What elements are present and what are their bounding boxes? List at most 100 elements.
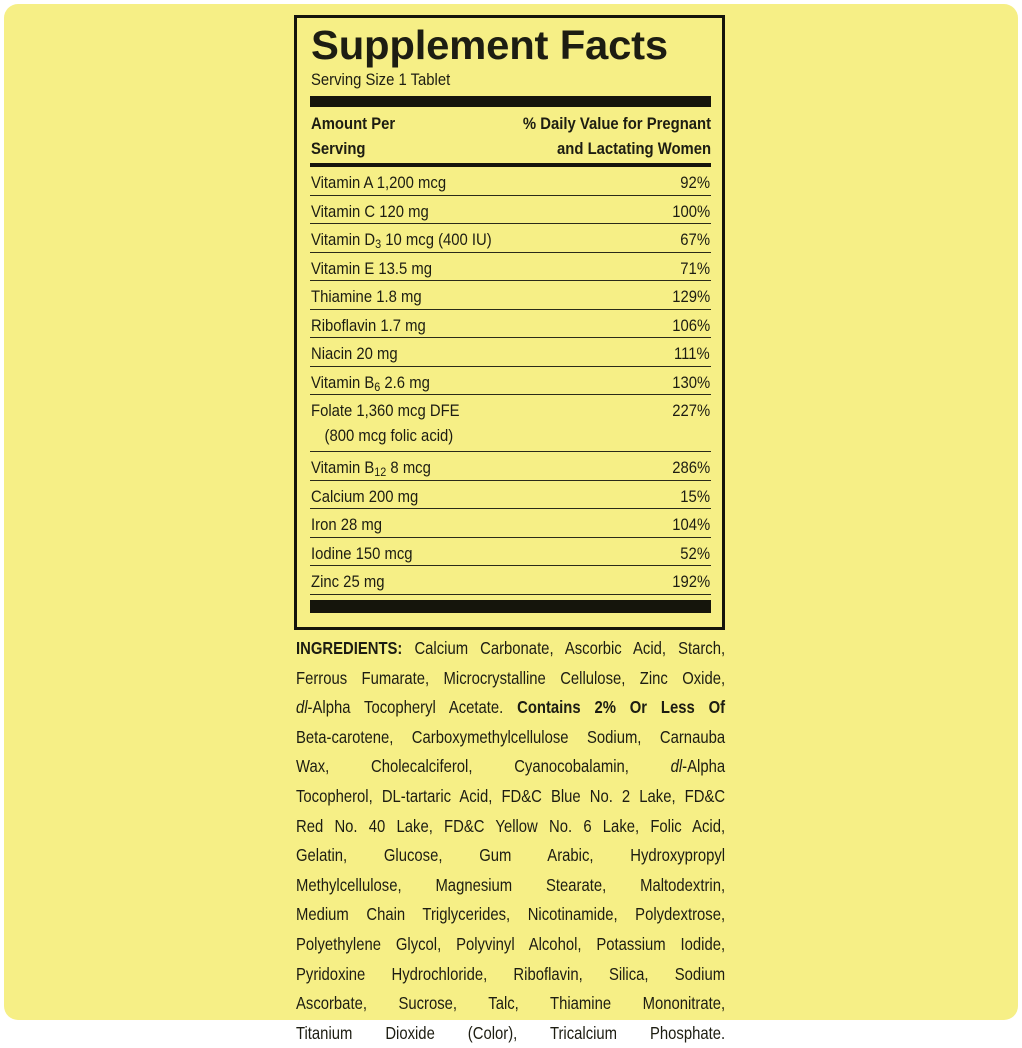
nutrient-name: Vitamin D3 10 mcg (400 IU) (311, 228, 492, 253)
nutrient-name: Iodine 150 mcg (311, 542, 413, 567)
daily-value-percent: 100% (672, 202, 710, 221)
ingredients-line: INGREDIENTS: Calcium Carbonate, Ascorbic… (296, 634, 725, 664)
daily-value-percent: 52% (680, 544, 710, 563)
ingredients-line: Wax, Cholecalciferol, Cyanocobalamin, dl… (296, 752, 725, 782)
nutrient-name-text: Calcium 200 mg (311, 487, 419, 506)
nutrient-row: Zinc 25 mg 192% (310, 566, 711, 595)
daily-value-percent: 67% (680, 231, 710, 249)
ingredients-text-segment: Gelatin, Glucose, Gum Arabic, Hydroxypro… (296, 845, 726, 866)
nutrient-name-text: Vitamin E 13.5 mg (311, 259, 433, 278)
nutrient-name-text: Zinc 25 mg (311, 573, 385, 591)
nutrient-name-text: Riboflavin 1.7 mg (311, 316, 426, 335)
nutrient-name: Vitamin B12 8 mcg (311, 456, 431, 481)
ingredients-line: dl-Alpha Tocopheryl Acetate. Contains 2%… (296, 693, 725, 723)
nutrient-row: Thiamine 1.8 mg 129% (310, 281, 711, 310)
nutrient-name: Zinc 25 mg (311, 570, 384, 595)
nutrient-row: Vitamin B6 2.6 mg 130% (310, 367, 711, 395)
nutrient-name: Vitamin E 13.5 mg (311, 257, 432, 282)
nutrient-name: Vitamin A 1,200 mcg (311, 171, 446, 196)
ingredients-italic-text: dl (296, 697, 308, 718)
ingredients-text: INGREDIENTS: Calcium Carbonate, Ascorbic… (296, 634, 725, 1048)
nutrient-name-text: Vitamin B (311, 373, 375, 392)
daily-value-percent: 129% (672, 288, 710, 306)
daily-value-percent: 104% (672, 516, 710, 534)
subscript: 12 (374, 465, 387, 479)
ingredients-line: Beta-carotene, Carboxymethylcellulose So… (296, 723, 725, 753)
nutrient-row: Vitamin E 13.5 mg 71% (310, 253, 711, 282)
daily-value-percent: 192% (672, 573, 710, 591)
ingredients-text-segment: Polyethylene Glycol, Polyvinyl Alcohol, … (296, 933, 726, 954)
ingredients-text-segment: Medium Chain Triglycerides, Nicotinamide… (296, 904, 726, 925)
nutrient-row: Vitamin A 1,200 mcg 92% (310, 167, 711, 196)
header-left-line: Amount Per (311, 115, 396, 133)
ingredients-text-segment: Red No. 40 Lake, FD&C Yellow No. 6 Lake,… (296, 815, 726, 836)
nutrient-row: Calcium 200 mg 15% (310, 481, 711, 509)
ingredients-line: Tocopherol, DL-tartaric Acid, FD&C Blue … (296, 782, 725, 812)
nutrient-name-text: Vitamin D (311, 231, 376, 249)
ingredients-line: Pyridoxine Hydrochloride, Riboflavin, Si… (296, 960, 725, 990)
nutrient-table: Vitamin A 1,200 mcg 92% Vitamin C 120 mg 10… (310, 167, 711, 595)
ingredients-line: Ferrous Fumarate, Microcrystalline Cellu… (296, 664, 725, 694)
nutrient-name: Vitamin C 120 mg (311, 200, 429, 225)
nutrient-row: Vitamin D3 10 mcg (400 IU) 67% (310, 224, 711, 253)
daily-value-percent: 106% (672, 316, 710, 335)
daily-value-percent: 15% (680, 487, 710, 506)
subscript: 3 (375, 237, 382, 251)
ingredients-text-segment: Pyridoxine Hydrochloride, Riboflavin, Si… (296, 963, 726, 984)
nutrient-name: Thiamine 1.8 mg (311, 285, 422, 310)
nutrient-name-text: Niacin 20 mg (311, 345, 398, 363)
ingredients-text-segment: Wax, Cholecalciferol, Cyanocobalamin, (296, 756, 671, 777)
nutrient-name-text: Folate 1,360 mcg DFE (311, 402, 460, 420)
nutrient-row: Vitamin C 120 mg 100% (310, 196, 711, 225)
ingredients-text-segment: -Alpha Tocopheryl Acetate. (307, 697, 518, 718)
nutrient-name-text: Thiamine 1.8 mg (311, 288, 422, 306)
nutrient-name: Iron 28 mg (311, 513, 382, 538)
ingredients-italic-text: dl (670, 756, 683, 777)
nutrient-note: (800 mcg folic acid) (324, 427, 454, 445)
header-left-line: Serving (311, 140, 366, 158)
header-right-line: and Lactating Women (556, 140, 711, 158)
header-divider (310, 163, 711, 167)
nutrient-name-text: Iron 28 mg (311, 516, 382, 534)
daily-value-percent: 92% (680, 174, 710, 192)
ingredients-text-segment: Tocopherol, DL-tartaric Acid, FD&C Blue … (296, 785, 726, 806)
nutrient-amount: 8 mcg (386, 459, 431, 477)
daily-value-percent: 111% (674, 345, 710, 363)
ingredients-text-segment: Calcium Carbonate, Ascorbic Acid, Starch… (402, 638, 726, 658)
nutrient-name-text: Vitamin C 120 mg (311, 202, 429, 221)
ingredients-line: Titanium Dioxide (Color), Tricalcium Pho… (296, 1019, 725, 1048)
daily-value-percent: 286% (672, 459, 710, 477)
ingredients-bold-text: Contains 2% Or Less Of (517, 697, 726, 718)
nutrient-name: Folate 1,360 mcg DFE (800 mcg folic acid) (311, 399, 460, 449)
nutrient-name-text: Vitamin B (311, 459, 375, 477)
panel-title: Supplement Facts (311, 22, 668, 68)
nutrient-name: Riboflavin 1.7 mg (311, 314, 426, 339)
ingredients-line: Medium Chain Triglycerides, Nicotinamide… (296, 900, 725, 930)
ingredients-text-segment: Ferrous Fumarate, Microcrystalline Cellu… (296, 667, 726, 688)
supplement-facts-panel: Supplement Facts Serving Size 1 Tablet A… (294, 15, 725, 630)
bottom-divider (310, 600, 711, 613)
amount-per-serving-header: Amount Per Serving (311, 112, 395, 162)
nutrient-amount: 2.6 mg (380, 373, 430, 392)
ingredients-text-segment: -Alpha (682, 756, 726, 777)
nutrient-row: Folate 1,360 mcg DFE (800 mcg folic acid)… (310, 395, 711, 452)
subscript: 6 (374, 379, 381, 394)
ingredients-line: Ascorbate, Sucrose, Talc, Thiamine Monon… (296, 989, 725, 1019)
nutrient-row: Iron 28 mg 104% (310, 509, 711, 538)
thick-divider (310, 96, 711, 107)
ingredients-line: Gelatin, Glucose, Gum Arabic, Hydroxypro… (296, 841, 725, 871)
serving-size: Serving Size 1 Tablet (311, 71, 451, 89)
nutrient-row: Iodine 150 mcg 52% (310, 538, 711, 567)
nutrient-name-text: Vitamin A 1,200 mcg (311, 174, 447, 192)
nutrient-row: Riboflavin 1.7 mg 106% (310, 310, 711, 339)
nutrient-name: Niacin 20 mg (311, 342, 398, 367)
label-background (4, 4, 1018, 1020)
daily-value-header: % Daily Value for Pregnant and Lactating… (523, 112, 711, 162)
header-right-line: % Daily Value for Pregnant (522, 115, 711, 133)
daily-value-percent: 71% (680, 259, 710, 278)
nutrient-name-text: Iodine 150 mcg (311, 544, 413, 563)
ingredients-text-segment: Beta-carotene, Carboxymethylcellulose So… (296, 726, 726, 747)
ingredients-text-segment: Methylcellulose, Magnesium Stearate, Mal… (296, 874, 726, 895)
ingredients-bold-text: INGREDIENTS: (296, 638, 403, 658)
daily-value-percent: 130% (672, 373, 710, 392)
